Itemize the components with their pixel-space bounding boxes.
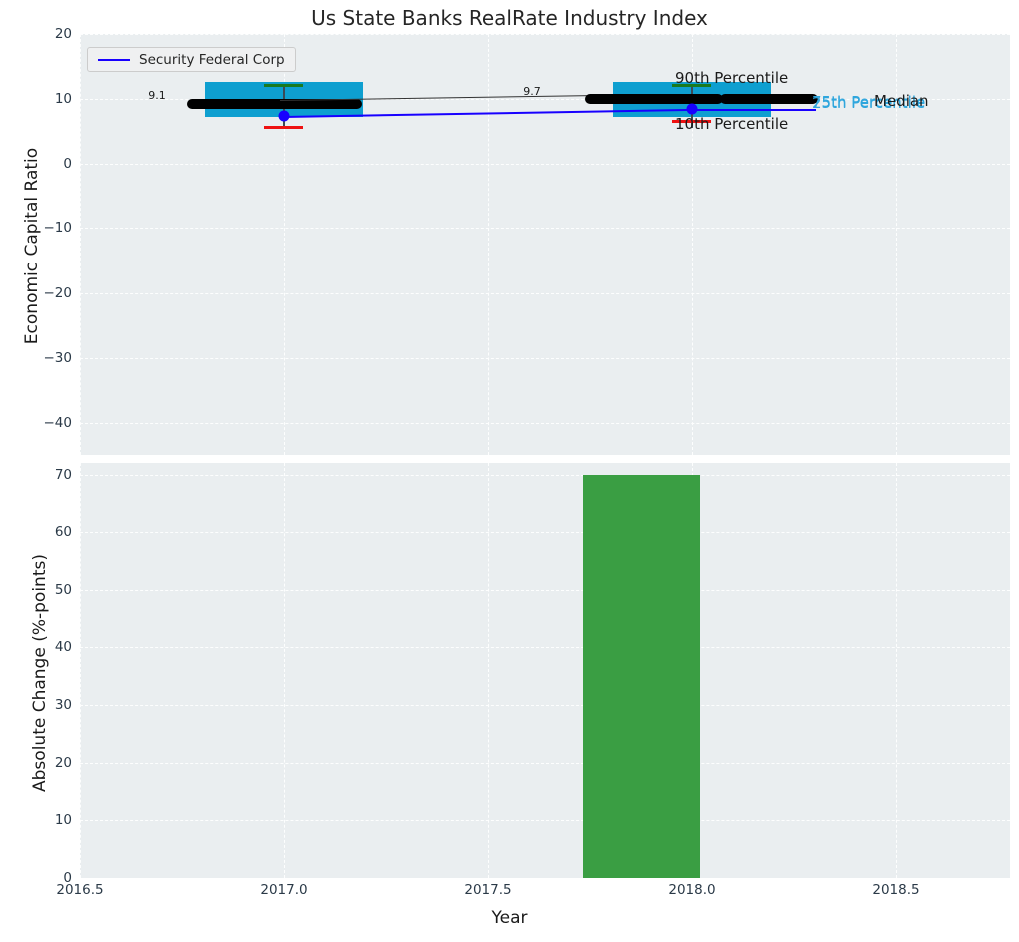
bottom-y-axis-label: Absolute Change (%-points) (30, 554, 50, 792)
ytick-bottom-70: 70 (54, 466, 72, 483)
gridline-x-2017-5-b (488, 463, 490, 878)
ytick-bottom-20: 20 (54, 754, 72, 771)
gridline-y-0 (80, 163, 1010, 166)
xtick-2018-5: 2018.5 (872, 882, 920, 898)
annotation-75th-percentile: 75th Percentile (812, 93, 926, 111)
series-point-2018 (686, 103, 698, 115)
whisker-cap-p10-2018 (672, 120, 711, 123)
ytick-top-neg30: −30 (43, 349, 73, 366)
gridline-y-50 (80, 589, 1010, 592)
gridline-y-neg40 (80, 422, 1010, 425)
whisker-cap-p90-2017 (264, 84, 303, 87)
series-point-2017 (278, 110, 290, 122)
gridline-y-60 (80, 532, 1010, 534)
gridline-y-70 (80, 474, 1010, 477)
legend-label-security-federal-corp: Security Federal Corp (139, 51, 285, 68)
ytick-top-20: 20 (54, 26, 72, 42)
page-title: Us State Banks RealRate Industry Index (311, 6, 708, 30)
gridline-y-10 (80, 98, 1010, 101)
annotation-90th-percentile: 90th Percentile (675, 69, 789, 87)
bottom-plot-area (80, 463, 1010, 878)
whisker-cap-p10-2017 (264, 126, 303, 129)
gridline-x-2018-5-b (896, 463, 898, 878)
gridline-x-2016-5-b (80, 463, 82, 878)
annotation-10th-percentile: 10th Percentile (675, 115, 789, 133)
top-y-axis-label: Economic Capital Ratio (22, 147, 42, 345)
ytick-bottom-10: 10 (54, 812, 72, 829)
x-axis-label: Year (491, 908, 528, 928)
median-bar-2017 (187, 99, 362, 109)
ytick-bottom-0: 0 (63, 869, 72, 886)
gridline-x-2016-5 (80, 34, 82, 455)
value-label-2018: 9.7 (523, 85, 541, 98)
chart-legend[interactable]: Security Federal Corp (87, 47, 296, 72)
ytick-bottom-50: 50 (54, 581, 72, 598)
xtick-2016-5: 2016.5 (56, 882, 104, 898)
ytick-bottom-30: 30 (54, 697, 72, 713)
gridline-y-30 (80, 705, 1010, 707)
annotation-median: Median (874, 92, 929, 110)
ytick-top-0: 0 (63, 155, 72, 172)
gridline-x-2017-0-b (284, 463, 286, 878)
top-plot-area: 90th Percentile 10th Percentile 75th Per… (80, 34, 1010, 455)
ytick-top-neg40: −40 (43, 414, 73, 431)
ytick-top-neg20: −20 (43, 285, 73, 302)
gridline-y-10 (80, 820, 1010, 822)
xtick-2018-0: 2018.0 (668, 882, 716, 898)
gridline-y-20 (80, 762, 1010, 765)
series-line-security-federal-corp-right (692, 109, 816, 111)
whisker-cap-p90-2018 (672, 84, 711, 87)
annotation-25th-percentile: 25th Percentile (812, 94, 926, 112)
gridline-y-neg20 (80, 293, 1010, 295)
ytick-top-10: 10 (54, 90, 72, 107)
value-label-2017: 9.1 (148, 89, 166, 102)
absolute-change-bar-2018 (583, 474, 700, 878)
gridline-y-neg10 (80, 228, 1010, 230)
gridline-x-2018-0 (692, 34, 694, 455)
gridline-x-2018-5 (896, 34, 898, 455)
xtick-2017-5: 2017.5 (464, 882, 512, 898)
ytick-bottom-60: 60 (54, 524, 72, 541)
median-bar-2018 (585, 94, 723, 104)
legend-line-icon (98, 58, 130, 61)
gridline-x-2017-5 (488, 34, 490, 455)
ytick-bottom-40: 40 (54, 639, 72, 656)
gridline-y-neg30 (80, 357, 1010, 360)
ytick-top-neg10: −10 (43, 220, 73, 237)
median-bar-2018-ext (720, 94, 818, 104)
gridline-y-20 (80, 34, 1010, 36)
gridline-y-40 (80, 647, 1010, 649)
gridline-x-2017-0 (284, 34, 286, 455)
xtick-2017-0: 2017.0 (260, 882, 308, 898)
